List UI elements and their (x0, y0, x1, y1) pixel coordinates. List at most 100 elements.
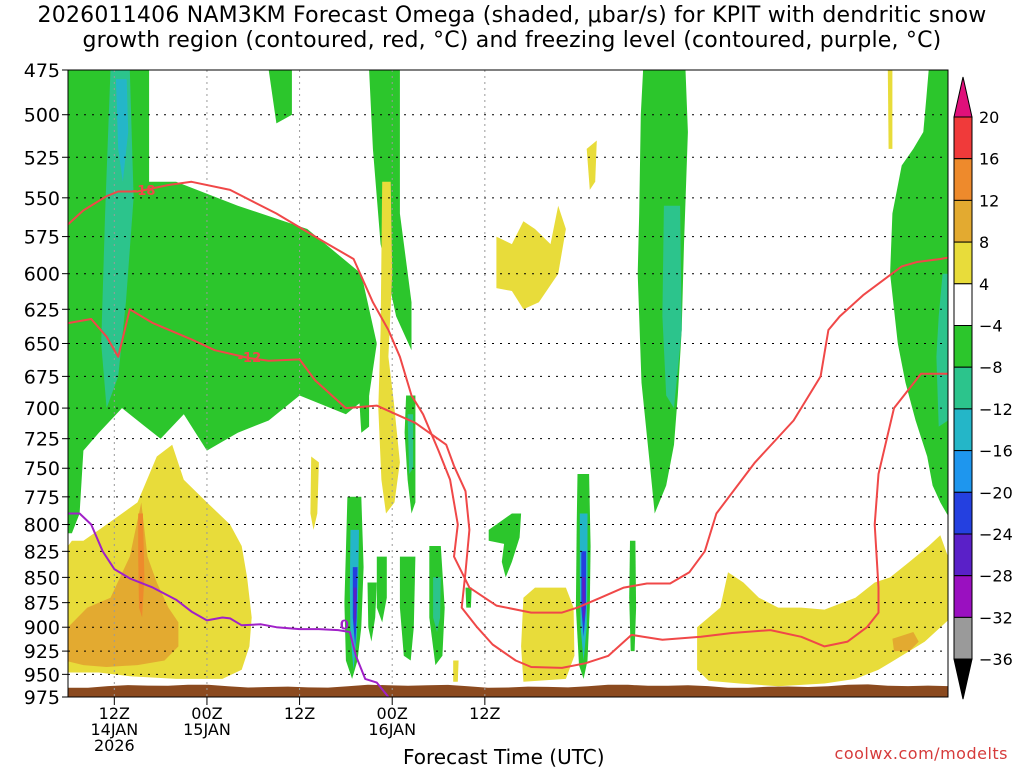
y-tick-label-750: 750 (24, 458, 60, 480)
dgz-contour-line-0 (68, 180, 948, 614)
y-tick-label-500: 500 (24, 105, 60, 127)
x-tick-label-2026-01-16T00Z-1: 00Z (377, 704, 408, 723)
omega-region-39 (892, 632, 919, 652)
omega-region-3 (268, 70, 292, 124)
dgz-contour-label-1: -12 (238, 351, 262, 366)
y-tick-label-950: 950 (24, 664, 60, 686)
y-tick-label-725: 725 (24, 429, 60, 451)
y-tick-label-825: 825 (24, 541, 60, 563)
omega-region-19 (465, 587, 472, 608)
colorbar: 20 16 12 8 4 −4 −8 −12 −16 −20 −24 −28 −32 −36 (953, 76, 1013, 700)
omega-region-13 (376, 556, 387, 623)
x-tick-label-2026-01-15T00Z-1: 00Z (191, 704, 222, 723)
colorbar-label-9: −20 (979, 483, 1013, 502)
omega-region-26 (890, 70, 948, 516)
omega-region-33 (496, 205, 566, 310)
colorbar-label-13: −36 (979, 650, 1013, 669)
x-tick-label-2026-01-16T00Z-2: 16JAN (368, 720, 416, 739)
colorbar-bin-12 (953, 616, 973, 660)
contour-lines: -18 -12 0 (68, 180, 948, 697)
colorbar-label-0: 20 (979, 108, 999, 127)
gridlines (68, 70, 948, 697)
y-tick-label-875: 875 (24, 593, 60, 615)
x-tick-label-2026-01-16T12Z-1: 12Z (469, 704, 500, 723)
title-line-2: growth region (contoured, red, °C) and f… (82, 28, 942, 53)
y-tick-label-850: 850 (24, 567, 60, 589)
y-tick-label-650: 650 (24, 333, 60, 355)
x-tick-label-2026-01-15T00Z-2: 15JAN (183, 720, 231, 739)
omega-region-15 (407, 414, 414, 474)
colorbar-label-2: 12 (979, 191, 999, 210)
colorbar-bin-10 (953, 533, 973, 577)
omega-region-16 (399, 556, 416, 661)
dgz-contour-label-0: -18 (132, 184, 156, 199)
colorbar-label-4: 4 (979, 275, 989, 294)
omega-region-27 (936, 273, 948, 427)
freezing-contour-label-0: 0 (340, 618, 349, 633)
y-tick-label-625: 625 (24, 299, 60, 321)
omega-region-29 (68, 502, 179, 667)
omega-region-12 (367, 582, 377, 642)
colorbar-bin-8 (953, 450, 973, 493)
omega-region-24 (582, 577, 586, 623)
y-tick-label-700: 700 (24, 398, 60, 420)
colorbar-label-8: −16 (979, 442, 1013, 461)
dgz-contour-line-1 (68, 308, 948, 669)
colorbar-bin-3 (953, 241, 973, 285)
omega-region-25 (629, 540, 637, 652)
colorbar-label-12: −32 (979, 608, 1013, 627)
y-tick-label-600: 600 (24, 264, 60, 286)
omega-region-32 (378, 181, 400, 514)
omega-region-18 (433, 577, 441, 632)
y-tick-label-900: 900 (24, 617, 60, 639)
colorbar-over-triangle (953, 76, 973, 118)
omega-region-36 (453, 660, 459, 682)
omega-region-35 (887, 70, 893, 149)
colorbar-bin-6 (953, 366, 973, 410)
colorbar-bin-4 (953, 283, 973, 326)
omega-region-2 (115, 79, 129, 182)
colorbar-bin-2 (953, 199, 973, 243)
colorbar-bin-7 (953, 408, 973, 452)
omega-region-34 (586, 140, 597, 190)
y-tick-label-925: 925 (24, 641, 60, 663)
omega-region-30 (138, 513, 145, 618)
y-axis-ticks: 475 500 525 550 575 600 625 650 675 700 725 750 775 8… (24, 60, 68, 709)
omega-region-31 (310, 456, 319, 530)
x-tick-label-2026-01-14T12Z-1: 12Z (99, 704, 130, 723)
colorbar-under-triangle (953, 658, 973, 700)
y-tick-label-800: 800 (24, 515, 60, 537)
colorbar-bin-9 (953, 491, 973, 535)
credit-link[interactable]: coolwx.com/modelts (834, 744, 1008, 763)
x-tick-label-2026-01-15T12Z-1: 12Z (284, 704, 315, 723)
colorbar-bin-0 (953, 116, 973, 160)
omega-region-37 (521, 587, 575, 682)
colorbar-bin-1 (953, 158, 973, 201)
colorbar-bin-5 (953, 325, 973, 368)
colorbar-label-6: −8 (979, 358, 1003, 377)
omega-region-20 (488, 513, 522, 578)
y-tick-label-975: 975 (24, 687, 60, 709)
y-tick-label-550: 550 (24, 188, 60, 210)
omega-region-6 (662, 205, 682, 409)
y-tick-label-575: 575 (24, 227, 60, 249)
colorbar-label-3: 8 (979, 233, 989, 252)
plot-area: -18 -12 0 (67, 69, 949, 698)
y-tick-label-675: 675 (24, 366, 60, 388)
title-line-1: 2026011406 NAM3KM Forecast Omega (shaded… (37, 3, 987, 28)
omega-region-7 (357, 316, 370, 433)
colorbar-bin-11 (953, 575, 973, 618)
y-tick-label-475: 475 (24, 60, 60, 82)
terrain-fill (68, 684, 948, 697)
omega-shaded-regions (68, 70, 948, 687)
omega-region-11 (353, 587, 357, 628)
colorbar-label-1: 16 (979, 150, 999, 169)
colorbar-label-11: −28 (979, 567, 1013, 586)
terrain-layer (68, 684, 948, 697)
y-tick-label-775: 775 (24, 487, 60, 509)
x-tick-label-2026-01-14T12Z-3: 2026 (94, 736, 135, 755)
colorbar-label-10: −24 (979, 525, 1013, 544)
colorbar-label-5: −4 (979, 317, 1003, 336)
